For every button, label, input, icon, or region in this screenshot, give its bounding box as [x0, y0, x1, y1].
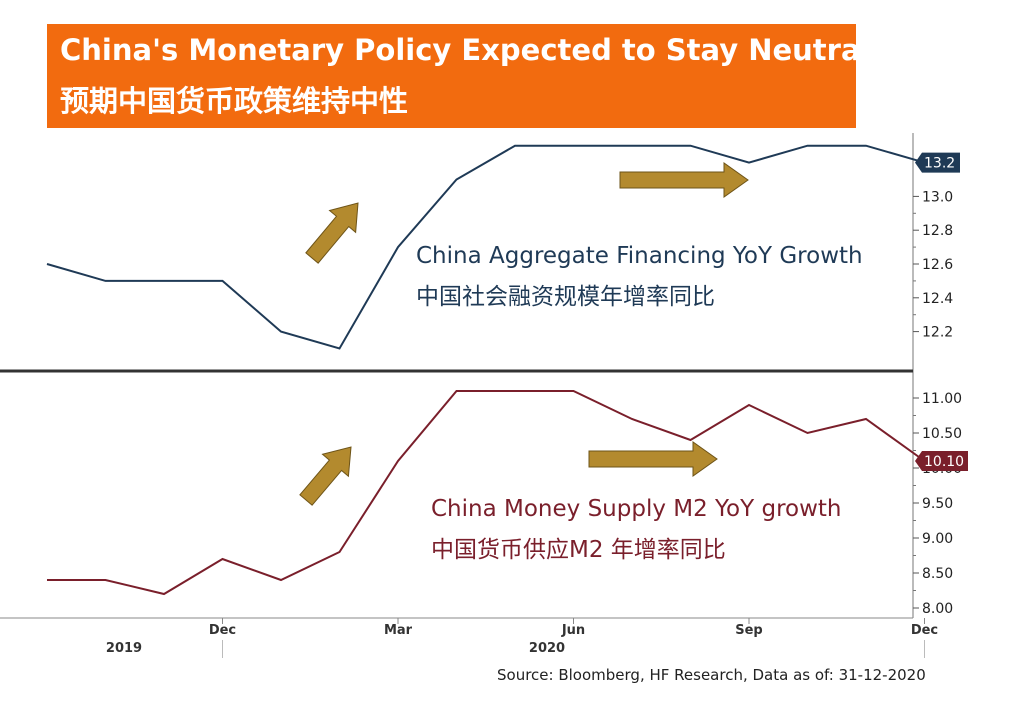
m2-y-tick-label: 8.50	[922, 566, 953, 582]
m2-y-tick-label: 10.50	[922, 426, 962, 442]
m2-y-tick-label: 9.50	[922, 496, 953, 512]
financing-y-tick-label: 12.2	[922, 325, 953, 341]
title-chinese: 预期中国货币政策维持中性	[60, 84, 409, 118]
financing-y-tick-label: 12.4	[922, 291, 953, 307]
m2-y-tick-label: 8.00	[922, 601, 953, 617]
financing-series-name-en: China Aggregate Financing YoY Growth	[416, 243, 863, 269]
up-arrow-icon	[299, 446, 352, 506]
financing-series-line	[46, 144, 925, 350]
m2-series-name-cn: 中国货币供应M2 年增率同比	[431, 537, 726, 563]
m2-last-value-label: 10.10	[924, 454, 964, 470]
m2-series-name-en: China Money Supply M2 YoY growth	[431, 496, 842, 522]
financing-last-value-box	[915, 152, 960, 173]
x-tick-label: Mar	[384, 623, 413, 638]
up-arrow-icon-shape	[299, 446, 352, 506]
x-tick-label: Dec	[209, 623, 236, 638]
x-tick-label: Dec	[911, 623, 938, 638]
up-arrow-icon	[305, 202, 359, 264]
x-tick-label: Jun	[561, 623, 585, 638]
m2-y-tick-label: 11.00	[922, 391, 962, 407]
m2-y-tick-label: 9.00	[922, 531, 953, 547]
m2-series-line	[47, 390, 926, 596]
year-label: 2020	[529, 641, 565, 656]
financing-series-name-cn: 中国社会融资规模年增率同比	[416, 284, 715, 310]
financing-last-value-label: 13.2	[924, 156, 955, 172]
x-tick-label: Sep	[735, 623, 763, 638]
financing-y-tick-label: 12.6	[922, 257, 953, 273]
right-arrow-icon	[619, 162, 749, 198]
right-arrow-icon-shape	[588, 441, 718, 477]
year-label: 2019	[106, 641, 142, 656]
m2-last-value-box	[915, 451, 968, 471]
up-arrow-icon-shape	[305, 202, 359, 264]
source-note: Source: Bloomberg, HF Research, Data as …	[497, 666, 926, 684]
right-arrow-icon	[588, 441, 718, 477]
title-banner: China's Monetary Policy Expected to Stay…	[47, 24, 871, 128]
right-arrow-icon-shape	[619, 162, 749, 198]
financing-y-tick-label: 13.0	[922, 189, 953, 205]
title-english: China's Monetary Policy Expected to Stay…	[60, 33, 871, 67]
financing-y-tick-label: 12.8	[922, 223, 953, 239]
